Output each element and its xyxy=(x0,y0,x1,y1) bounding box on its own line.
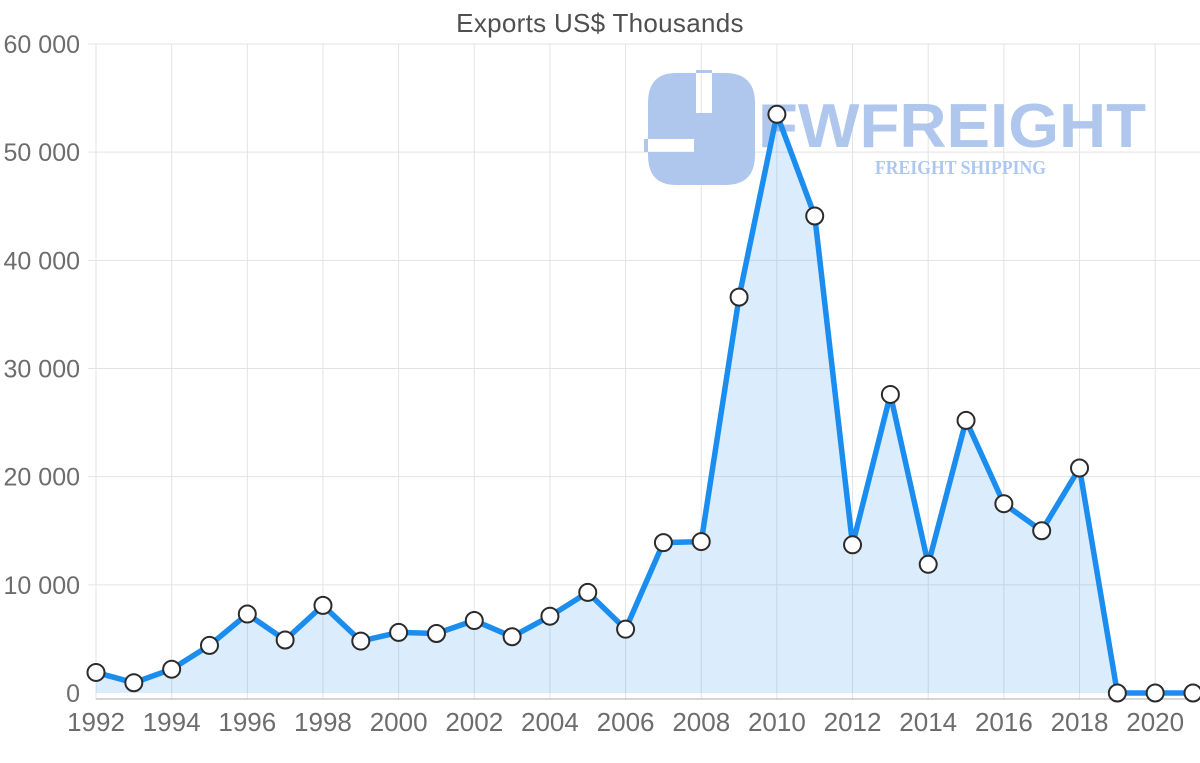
fwfreight-logo-icon xyxy=(644,70,755,185)
x-tick-2004: 2004 xyxy=(521,707,579,737)
y-tick-20000: 20 000 xyxy=(4,464,80,492)
x-tick-2000: 2000 xyxy=(370,707,428,737)
watermark-brand-text: FWFREIGHT xyxy=(758,92,1146,161)
data-point-2006[interactable] xyxy=(616,619,636,639)
y-tick-60000: 60 000 xyxy=(4,31,80,59)
x-tick-2008: 2008 xyxy=(672,707,730,737)
y-tick-10000: 10 000 xyxy=(4,572,80,600)
data-point-1994[interactable] xyxy=(162,659,182,679)
data-point-2014[interactable] xyxy=(918,554,938,574)
data-point-1996[interactable] xyxy=(237,604,257,624)
data-point-2002[interactable] xyxy=(464,611,484,631)
data-point-1992[interactable] xyxy=(86,662,106,682)
x-tick-2014: 2014 xyxy=(899,707,957,737)
exports-series xyxy=(86,104,1200,703)
x-tick-1996: 1996 xyxy=(218,707,276,737)
data-point-2004[interactable] xyxy=(540,606,560,626)
y-tick-0: 0 xyxy=(66,680,80,708)
data-point-2009[interactable] xyxy=(729,287,749,307)
x-tick-1992: 1992 xyxy=(67,707,125,737)
data-point-2013[interactable] xyxy=(880,384,900,404)
chart-title: Exports US$ Thousands xyxy=(456,8,744,38)
data-point-2011[interactable] xyxy=(805,206,825,226)
data-point-2003[interactable] xyxy=(502,627,522,647)
data-point-2000[interactable] xyxy=(389,622,409,642)
x-tick-1998: 1998 xyxy=(294,707,352,737)
data-point-2019[interactable] xyxy=(1107,683,1127,703)
data-point-2010[interactable] xyxy=(767,104,787,124)
data-point-2005[interactable] xyxy=(578,582,598,602)
x-tick-2010: 2010 xyxy=(748,707,806,737)
data-point-2001[interactable] xyxy=(426,624,446,644)
y-tick-30000: 30 000 xyxy=(4,356,80,384)
data-point-2020[interactable] xyxy=(1145,683,1165,703)
data-point-1999[interactable] xyxy=(351,631,371,651)
y-tick-40000: 40 000 xyxy=(4,247,80,275)
watermark-tagline-text: FREIGHT SHIPPING xyxy=(875,157,1046,179)
data-point-1997[interactable] xyxy=(275,630,295,650)
data-point-2018[interactable] xyxy=(1070,458,1090,478)
x-tick-2002: 2002 xyxy=(445,707,503,737)
data-point-2012[interactable] xyxy=(843,535,863,555)
data-point-1995[interactable] xyxy=(199,635,219,655)
data-point-2017[interactable] xyxy=(1032,521,1052,541)
axis-labels: 0 10 000 20 000 30 000 40 000 50 000 60 000 199… xyxy=(4,31,1185,737)
x-tick-2020: 2020 xyxy=(1126,707,1184,737)
series-area xyxy=(96,114,1193,693)
data-point-2007[interactable] xyxy=(653,533,673,553)
y-tick-50000: 50 000 xyxy=(4,139,80,167)
data-point-1993[interactable] xyxy=(124,673,144,693)
data-point-2016[interactable] xyxy=(994,494,1014,514)
data-point-2021[interactable] xyxy=(1183,683,1200,703)
watermark-logo: FWFREIGHT FREIGHT SHIPPING xyxy=(644,70,1146,185)
x-tick-2016: 2016 xyxy=(975,707,1033,737)
data-point-1998[interactable] xyxy=(313,595,333,615)
x-tick-2018: 2018 xyxy=(1051,707,1109,737)
x-tick-2012: 2012 xyxy=(824,707,882,737)
x-tick-1994: 1994 xyxy=(143,707,201,737)
gridlines xyxy=(88,43,1200,700)
data-point-2015[interactable] xyxy=(956,410,976,430)
x-tick-2006: 2006 xyxy=(597,707,655,737)
data-point-2008[interactable] xyxy=(691,532,711,552)
